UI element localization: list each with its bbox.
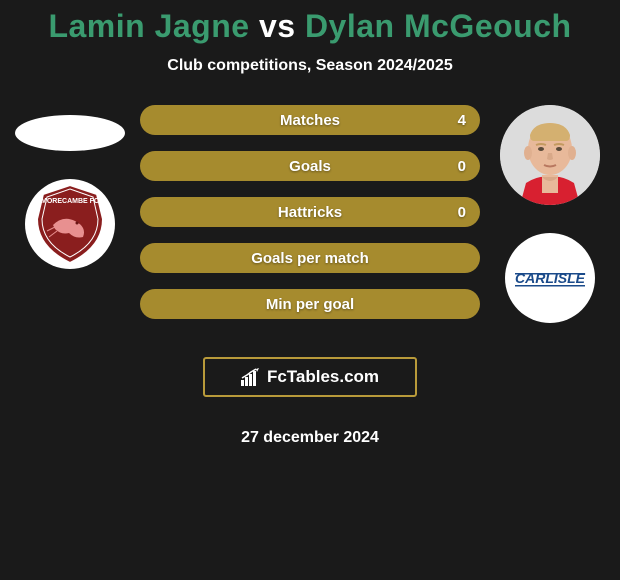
stat-value-right: 0 <box>458 158 466 175</box>
stat-label: Min per goal <box>266 296 354 313</box>
stats-column: Matches 4 Goals 0 Hattricks 0 Goals per … <box>140 105 480 447</box>
brand-footer: FcTables.com <box>203 357 417 397</box>
player2-portrait-icon <box>500 105 600 205</box>
stat-hattricks: Hattricks 0 <box>140 197 480 227</box>
player1-club-badge: MORECAMBE FC <box>25 179 115 269</box>
stat-value-right: 4 <box>458 112 466 129</box>
morecambe-badge-icon: MORECAMBE FC <box>25 179 115 269</box>
stat-min-per-goal: Min per goal <box>140 289 480 319</box>
player2-name: Dylan McGeouch <box>305 8 572 44</box>
stat-label: Matches <box>280 112 340 129</box>
player1-name: Lamin Jagne <box>48 8 249 44</box>
comparison-card: Lamin Jagne vs Dylan McGeouch Club compe… <box>0 0 620 447</box>
left-column: MORECAMBE FC <box>10 105 130 269</box>
svg-text:CARLISLE: CARLISLE <box>515 270 586 286</box>
vs-text: vs <box>259 8 296 44</box>
stat-label: Goals <box>289 158 331 175</box>
svg-text:MORECAMBE FC: MORECAMBE FC <box>41 198 99 205</box>
player2-avatar <box>500 105 600 205</box>
player2-club-badge: CARLISLE <box>505 233 595 323</box>
brand-text: FcTables.com <box>267 367 379 387</box>
date-text: 27 december 2024 <box>241 429 379 447</box>
subtitle: Club competitions, Season 2024/2025 <box>167 57 452 75</box>
stat-matches: Matches 4 <box>140 105 480 135</box>
carlisle-badge-icon: CARLISLE <box>507 235 593 321</box>
right-column: CARLISLE <box>490 105 610 323</box>
stat-goals-per-match: Goals per match <box>140 243 480 273</box>
main-row: MORECAMBE FC Matches 4 Goals 0 Hattricks… <box>0 105 620 447</box>
stat-label: Hattricks <box>278 204 342 221</box>
page-title: Lamin Jagne vs Dylan McGeouch <box>48 8 571 45</box>
player1-avatar <box>15 115 125 151</box>
stat-value-right: 0 <box>458 204 466 221</box>
stat-goals: Goals 0 <box>140 151 480 181</box>
stat-label: Goals per match <box>251 250 369 267</box>
bar-chart-icon <box>241 368 263 386</box>
